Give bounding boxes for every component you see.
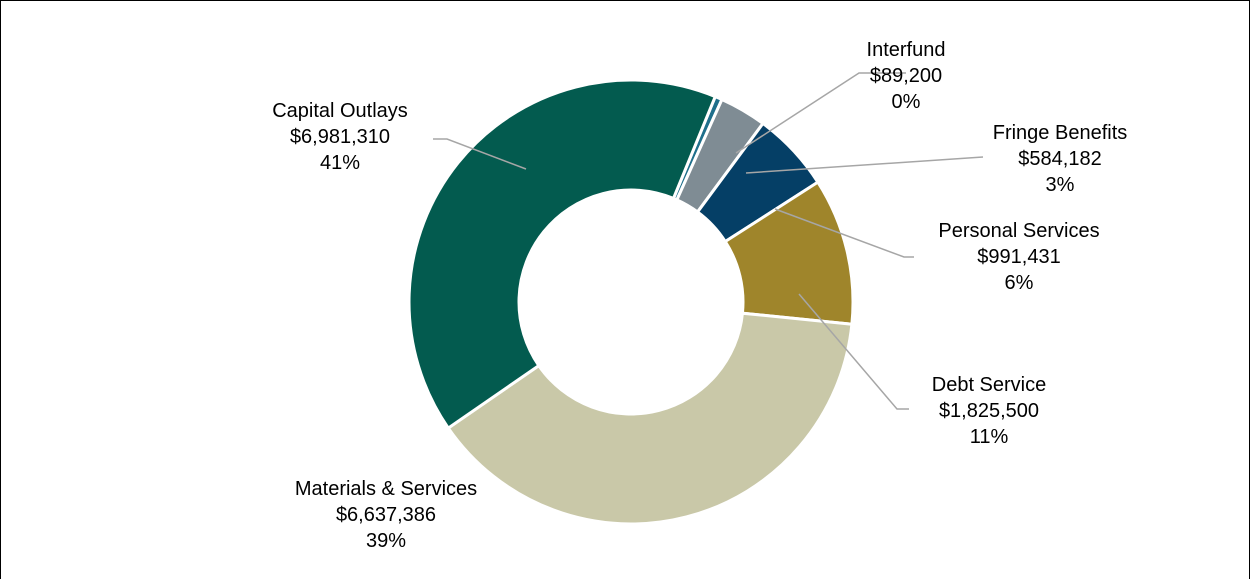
label-pct-capital-outlays: 41% [320, 152, 360, 174]
leader-line-interfund [735, 72, 906, 154]
leader-lines [433, 72, 984, 410]
slice-materials-and-services [446, 311, 854, 526]
label-pct-materials-and-services: 39% [366, 530, 406, 552]
label-name-capital-outlays: Capital Outlays [272, 100, 408, 122]
label-value-debt-service: $1,825,500 [939, 400, 1039, 422]
label-pct-interfund: 0% [892, 91, 921, 113]
label-value-interfund: $89,200 [870, 65, 942, 87]
label-pct-debt-service: 11% [970, 426, 1009, 448]
label-name-debt-service: Debt Service [932, 374, 1047, 396]
label-value-personal-services: $991,431 [977, 246, 1060, 268]
slices-layer [407, 78, 855, 526]
leader-line-personal-services [774, 208, 914, 258]
slice-capital-outlays [407, 78, 718, 431]
label-value-materials-and-services: $6,637,386 [336, 504, 436, 526]
label-pct-fringe-benefits: 3% [1046, 174, 1075, 196]
leader-line-capital-outlays [433, 138, 527, 170]
label-value-fringe-benefits: $584,182 [1018, 148, 1101, 170]
label-name-fringe-benefits: Fringe Benefits [993, 122, 1128, 144]
leader-line-fringe-benefits [745, 156, 984, 174]
leader-line-debt-service [798, 293, 909, 410]
label-name-interfund: Interfund [867, 39, 946, 61]
label-pct-personal-services: 6% [1005, 272, 1034, 294]
label-name-materials-and-services: Materials & Services [295, 478, 477, 500]
label-value-capital-outlays: $6,981,310 [290, 126, 390, 148]
label-name-personal-services: Personal Services [938, 220, 1099, 242]
data-labels: Interfund $89,200 0% Fringe Benefits $584,18… [272, 39, 1127, 552]
